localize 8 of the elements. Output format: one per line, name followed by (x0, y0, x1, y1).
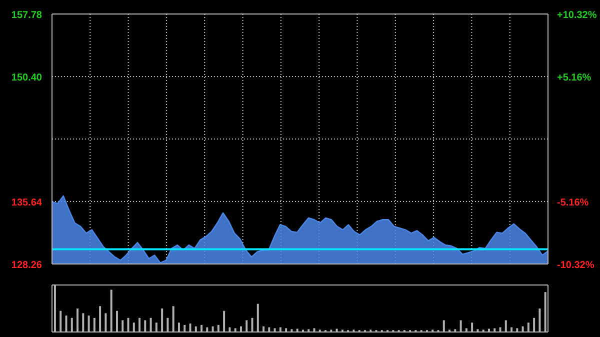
y-tick-label: 157.78 (11, 10, 42, 21)
y2-tick-label: -5.16% (557, 198, 589, 208)
y2-tick-label: -10.32% (557, 260, 594, 271)
y2-tick-label: +10.32% (557, 10, 597, 21)
y-tick-label: 135.64 (11, 198, 42, 208)
y2-tick-label: +5.16% (557, 72, 592, 84)
y-tick-label: 128.26 (11, 260, 42, 271)
y-tick-label: 150.40 (11, 72, 42, 84)
